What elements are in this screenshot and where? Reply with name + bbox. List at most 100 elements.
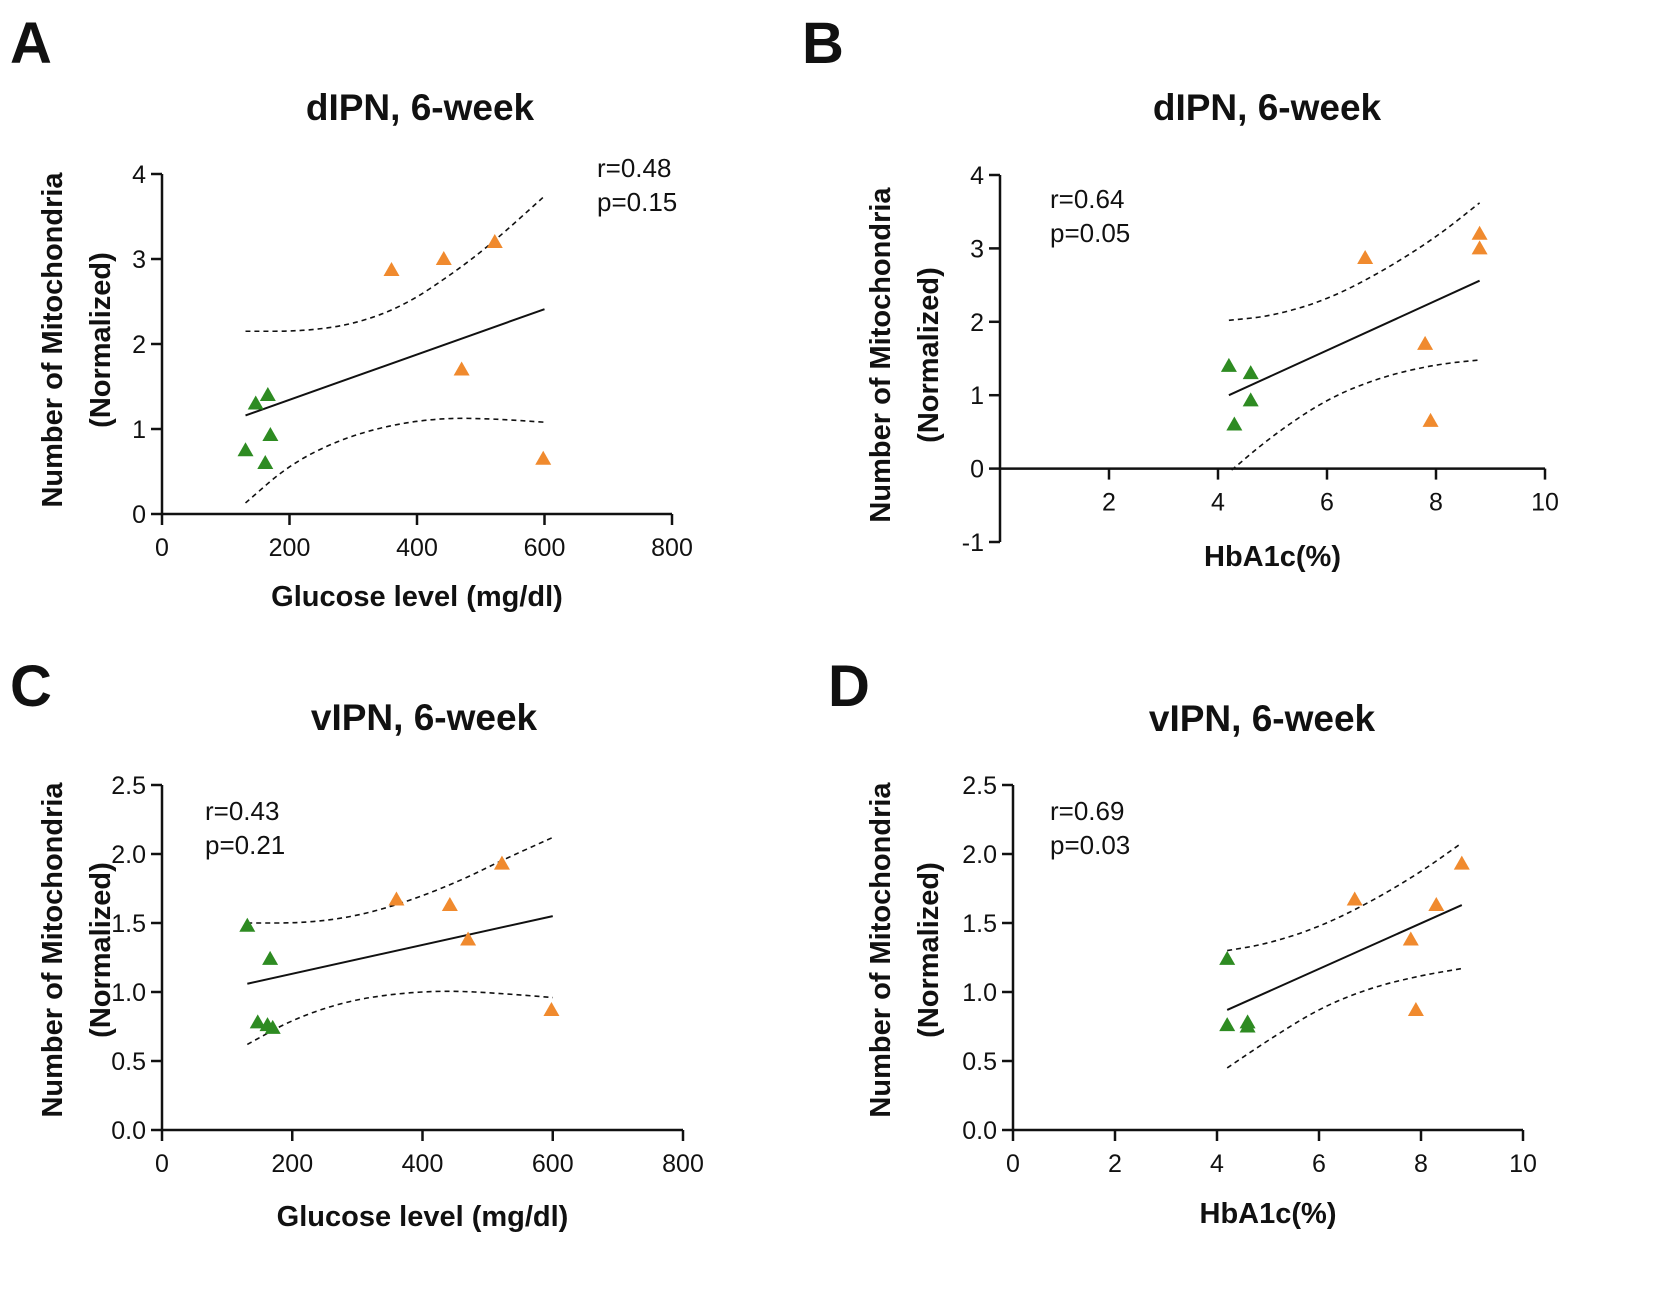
y-tick-label-c: 2.0: [111, 841, 146, 869]
x-tick-label-b: 6: [1320, 489, 1334, 517]
x-tick-label-b: 4: [1211, 489, 1225, 517]
chart-title-a: dIPN, 6-week: [306, 87, 535, 128]
ci-upper-b: [1228, 202, 1481, 322]
chart-title-d: vIPN, 6-week: [1149, 698, 1376, 739]
y-tick-label-a: 0: [132, 501, 146, 529]
data-point-diabetic-d: [1346, 891, 1363, 906]
chart-title-c: vIPN, 6-week: [311, 697, 538, 738]
data-point-control-c: [262, 950, 279, 965]
y-axis-label-b: Number of Mitochondria: [865, 187, 897, 523]
y-tick-label-b: 0: [970, 456, 984, 484]
data-point-diabetic-a: [383, 262, 400, 277]
x-tick-label-a: 0: [155, 534, 169, 562]
x-tick-label-b: 8: [1429, 489, 1443, 517]
y-tick-label-b: 1: [970, 382, 984, 410]
x-tick-label-a: 400: [396, 534, 438, 562]
y-tick-label-d: 1.5: [962, 910, 997, 938]
x-tick-label-c: 200: [271, 1150, 313, 1178]
ci-upper-d: [1227, 842, 1463, 952]
y-tick-label-c: 1.0: [111, 979, 146, 1007]
data-point-diabetic-d: [1407, 1001, 1424, 1016]
y-tick-label-b: -1: [962, 529, 984, 557]
panel-label-d: D: [828, 654, 870, 719]
p-value-c: p=0.21: [205, 830, 285, 860]
x-tick-label-c: 800: [662, 1150, 704, 1178]
y-tick-label-b: 2: [970, 309, 984, 337]
y-tick-label-c: 1.5: [111, 910, 146, 938]
data-point-control-b: [1242, 392, 1259, 407]
data-point-diabetic-d: [1428, 897, 1445, 912]
y-axis-sublabel-b: (Normalized): [913, 267, 945, 443]
data-point-control-c: [239, 917, 256, 932]
data-point-diabetic-b: [1422, 412, 1439, 427]
data-point-diabetic-c: [388, 891, 405, 906]
data-point-control-d: [1239, 1018, 1256, 1033]
ci-upper-c: [247, 836, 554, 924]
y-tick-label-a: 3: [132, 246, 146, 274]
y-tick-label-a: 2: [132, 331, 146, 359]
data-point-control-a: [259, 387, 276, 401]
data-point-diabetic-a: [535, 450, 552, 465]
regression-line-b: [1228, 279, 1481, 397]
p-value-a: p=0.15: [597, 187, 677, 217]
data-point-diabetic-b: [1471, 240, 1488, 255]
y-axis-sublabel-d: (Normalized): [913, 862, 945, 1038]
panel-label-c: C: [10, 654, 52, 719]
y-axis-sublabel-c: (Normalized): [85, 862, 117, 1038]
x-tick-label-a: 600: [524, 534, 566, 562]
x-tick-label-d: 8: [1414, 1150, 1428, 1178]
data-point-diabetic-b: [1357, 249, 1374, 264]
data-point-control-d: [1219, 1017, 1236, 1032]
r-value-d: r=0.69: [1050, 796, 1124, 826]
data-point-diabetic-c: [543, 1001, 560, 1016]
data-point-control-b: [1220, 357, 1237, 372]
y-tick-label-b: 4: [970, 162, 984, 190]
data-point-control-b: [1242, 365, 1259, 380]
y-tick-label-a: 4: [132, 161, 146, 189]
data-point-diabetic-c: [441, 897, 458, 912]
x-tick-label-c: 600: [532, 1150, 574, 1178]
data-point-control-d: [1219, 950, 1236, 965]
ci-lower-a: [244, 417, 545, 504]
y-tick-label-d: 2.5: [962, 772, 997, 800]
r-value-a: r=0.48: [597, 153, 671, 183]
x-axis-label-b: HbA1c(%): [1204, 541, 1341, 573]
x-tick-label-d: 2: [1108, 1150, 1122, 1178]
data-point-diabetic-c: [460, 931, 477, 946]
ci-lower-b: [1231, 359, 1480, 471]
y-tick-label-c: 2.5: [111, 772, 146, 800]
x-tick-label-b: 2: [1102, 489, 1116, 517]
panel-label-a: A: [10, 11, 52, 76]
data-point-diabetic-b: [1471, 225, 1488, 240]
y-axis-label-c: Number of Mitochondria: [37, 782, 69, 1118]
data-point-diabetic-b: [1417, 335, 1434, 350]
data-point-diabetic-a: [435, 251, 452, 265]
regression-line-a: [245, 308, 545, 417]
x-tick-label-a: 800: [651, 534, 693, 562]
regression-line-d: [1226, 904, 1463, 1011]
data-point-control-a: [257, 455, 274, 469]
p-value-d: p=0.03: [1050, 830, 1130, 860]
x-axis-label-a: Glucose level (mg/dl): [271, 581, 563, 613]
r-value-c: r=0.43: [205, 796, 279, 826]
r-value-b: r=0.64: [1050, 184, 1124, 214]
x-tick-label-d: 10: [1509, 1150, 1537, 1178]
data-point-control-a: [247, 395, 264, 410]
regression-line-c: [247, 915, 553, 985]
y-tick-label-c: 0.0: [111, 1117, 146, 1145]
p-value-b: p=0.05: [1050, 218, 1130, 248]
y-tick-label-a: 1: [132, 416, 146, 444]
data-point-control-b: [1226, 416, 1243, 431]
ci-lower-d: [1226, 967, 1462, 1069]
ci-lower-c: [246, 990, 553, 1046]
data-point-diabetic-a: [486, 234, 503, 248]
y-tick-label-d: 1.0: [962, 979, 997, 1007]
x-tick-label-d: 0: [1006, 1150, 1020, 1178]
y-tick-label-b: 3: [970, 235, 984, 263]
y-tick-label-d: 0.5: [962, 1048, 997, 1076]
y-axis-label-a: Number of Mitochondria: [37, 172, 69, 508]
